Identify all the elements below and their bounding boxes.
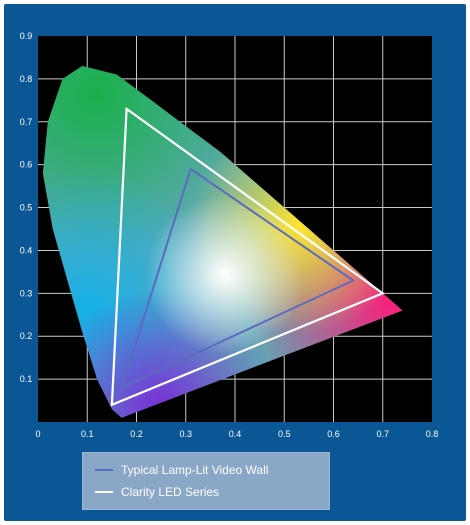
y-tick-label: 0.1 — [20, 374, 33, 384]
x-tick-label: 0.4 — [229, 429, 242, 439]
clarity-led-gamut-triangle — [110, 106, 385, 407]
legend-label-led: Clarity LED Series — [121, 485, 220, 499]
x-tick-label: 0.3 — [179, 429, 192, 439]
legend: Typical Lamp-Lit Video Wall Clarity LED … — [82, 452, 330, 510]
y-tick-label: 0.2 — [20, 331, 33, 341]
x-tick-label: 0.7 — [376, 429, 389, 439]
legend-swatch-lamp — [95, 469, 113, 471]
y-tick-label: 0.5 — [20, 203, 33, 213]
x-tick-label: 0.1 — [81, 429, 94, 439]
y-tick-label: 0.6 — [20, 160, 33, 170]
x-tick-label: 0.8 — [426, 429, 439, 439]
legend-label-lamp: Typical Lamp-Lit Video Wall — [121, 463, 269, 477]
y-tick-label: 0.7 — [20, 117, 33, 127]
y-tick-label: 0.8 — [20, 74, 33, 84]
legend-swatch-led — [95, 491, 113, 493]
legend-item-led: Clarity LED Series — [95, 483, 219, 501]
axis-ticks: 0 0.1 0.2 0.3 0.4 0.5 0.6 0.7 0.8 0.1 0.2 0.3 0.4 0.5… — [20, 31, 439, 439]
lamp-lit-gamut-triangle — [120, 167, 356, 390]
y-tick-label: 0.4 — [20, 245, 33, 255]
x-tick-label: 0 — [35, 429, 40, 439]
y-tick-label: 0.9 — [20, 31, 33, 41]
x-tick-label: 0.2 — [130, 429, 143, 439]
y-tick-label: 0.3 — [20, 288, 33, 298]
legend-item-lamp: Typical Lamp-Lit Video Wall — [95, 461, 268, 479]
gamut-triangles — [110, 106, 385, 407]
x-tick-label: 0.6 — [327, 429, 340, 439]
x-tick-label: 0.5 — [278, 429, 291, 439]
